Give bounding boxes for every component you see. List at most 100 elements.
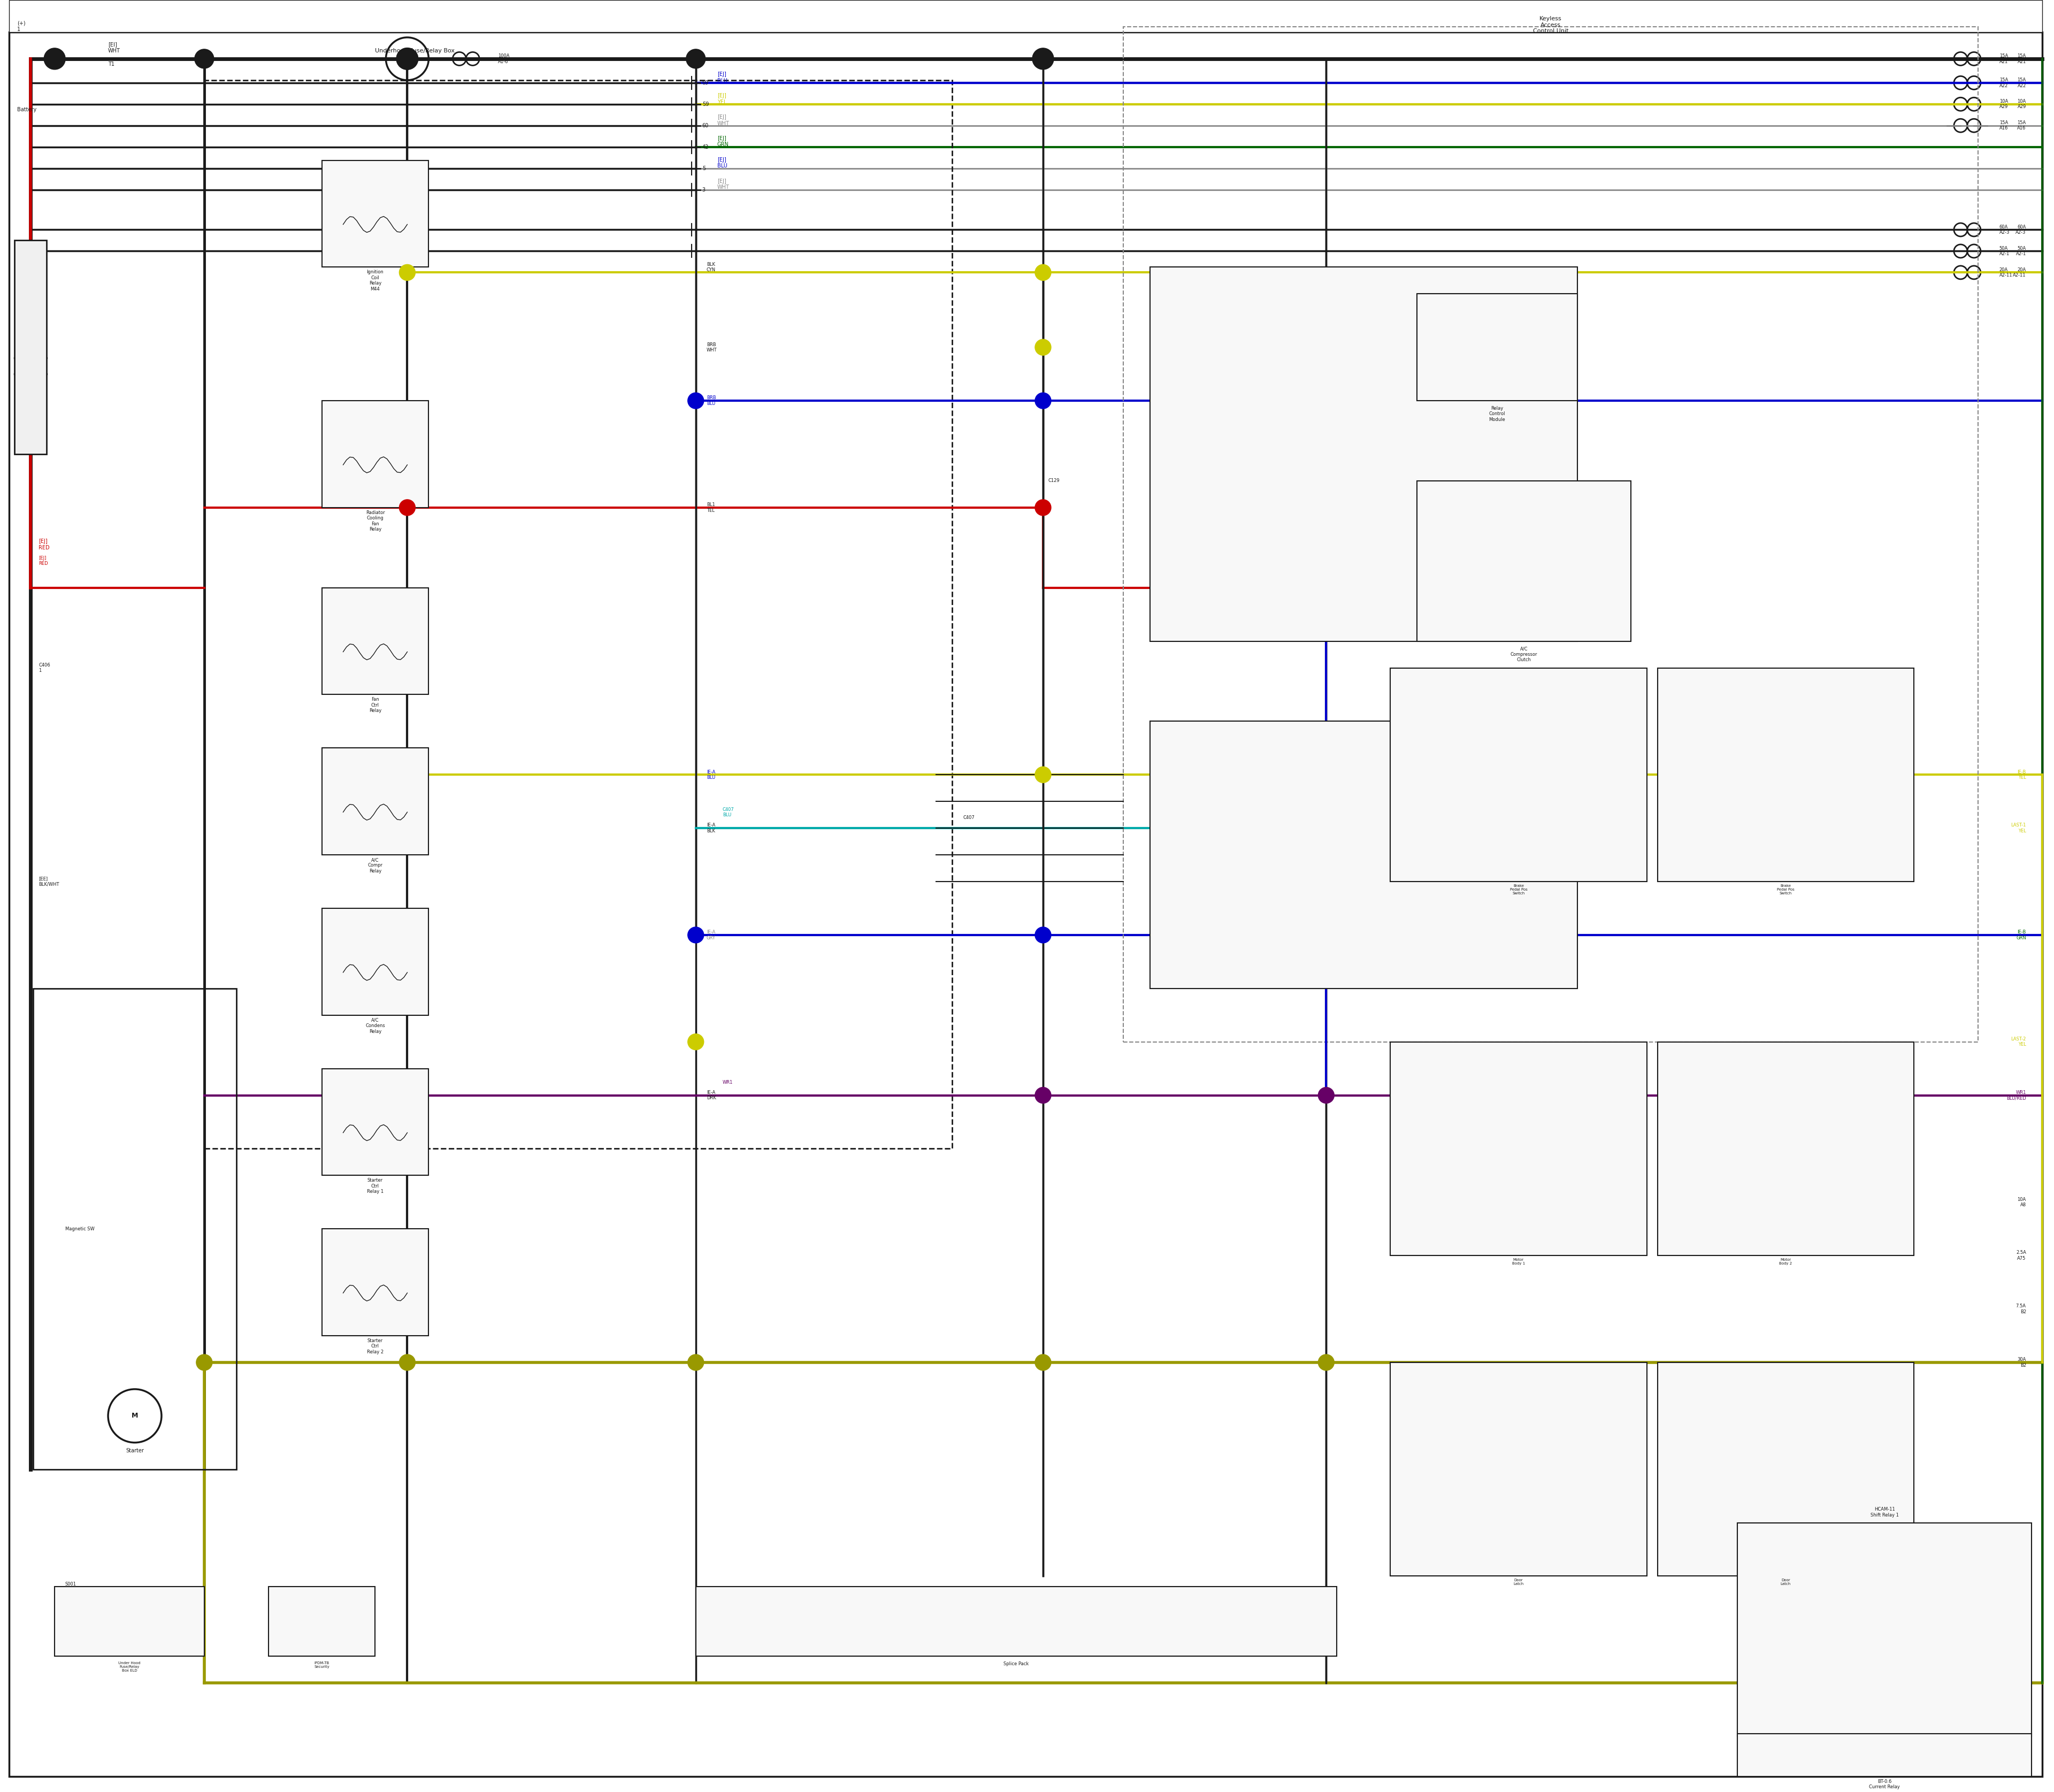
Text: Magnetic SW: Magnetic SW (66, 1226, 94, 1231)
Text: 15A
A22: 15A A22 (1999, 77, 2009, 88)
Text: M: M (131, 1412, 138, 1419)
Text: 15A
A21: 15A A21 (1999, 54, 2009, 65)
Circle shape (688, 392, 705, 409)
Text: Splice Pack: Splice Pack (1004, 1661, 1029, 1667)
Text: 5: 5 (702, 165, 705, 170)
Text: A/C
Compressor
Clutch: A/C Compressor Clutch (1510, 647, 1536, 663)
Circle shape (1033, 48, 1054, 70)
Text: IE-B
YEL: IE-B YEL (2017, 769, 2025, 780)
Bar (322, 1068, 429, 1176)
Text: C129: C129 (1048, 478, 1060, 484)
Bar (33, 989, 236, 1469)
Circle shape (1035, 265, 1052, 281)
Bar (1658, 668, 1914, 882)
Text: (+)
1: (+) 1 (16, 20, 25, 32)
Text: 59: 59 (702, 102, 709, 108)
Text: 20A
A2-11: 20A A2-11 (2013, 267, 2025, 278)
Text: IPDM-TB
Security: IPDM-TB Security (314, 1661, 329, 1668)
Circle shape (1035, 767, 1052, 783)
Circle shape (197, 1355, 212, 1371)
Text: [EJ]
RED: [EJ] RED (39, 556, 47, 566)
Bar (322, 1229, 429, 1335)
Text: [EJ]
GRN: [EJ] GRN (717, 136, 729, 147)
Text: BRB
BLU: BRB BLU (707, 396, 717, 407)
Text: S001: S001 (66, 1582, 76, 1588)
Text: 10A
A29: 10A A29 (2017, 99, 2025, 109)
Bar (696, 1588, 1337, 1656)
Bar (1658, 1041, 1914, 1256)
Bar (322, 401, 429, 507)
Text: IE-A
BLU: IE-A BLU (707, 769, 715, 780)
Text: Starter: Starter (125, 1448, 144, 1453)
Text: 69: 69 (702, 81, 709, 86)
Text: A/C
Compr
Relay: A/C Compr Relay (368, 858, 382, 873)
Circle shape (1035, 926, 1052, 943)
Text: 60A
A2-3: 60A A2-3 (1999, 224, 2009, 235)
Text: Door
Latch: Door Latch (1781, 1579, 1791, 1586)
Text: T1: T1 (109, 61, 115, 66)
Text: 15A
A16: 15A A16 (1999, 120, 2009, 131)
Circle shape (1035, 500, 1052, 516)
Text: 7.5A
B2: 7.5A B2 (2015, 1305, 2025, 1314)
Text: [EJ]
BLU: [EJ] BLU (717, 158, 727, 168)
Circle shape (1035, 1088, 1052, 1104)
Text: Relay
Control
Module: Relay Control Module (1489, 407, 1506, 421)
Text: 60A
A2-3: 60A A2-3 (2015, 224, 2025, 235)
Bar (55, 1588, 203, 1656)
Bar (1738, 1523, 2031, 1736)
Bar (269, 1588, 376, 1656)
Circle shape (195, 48, 214, 68)
Text: 30A
B2: 30A B2 (2017, 1357, 2025, 1367)
Bar (1738, 1735, 2031, 1776)
Text: 15A
A16: 15A A16 (2017, 120, 2025, 131)
Text: [EJ]
WHT: [EJ] WHT (717, 179, 729, 190)
Circle shape (398, 500, 415, 516)
Circle shape (398, 265, 415, 281)
Text: Underhood Fuse/Relay Box: Underhood Fuse/Relay Box (376, 48, 454, 54)
Circle shape (1035, 392, 1052, 409)
Text: 3: 3 (702, 186, 705, 192)
Text: BRB
WHT: BRB WHT (707, 342, 717, 353)
Text: Battery: Battery (16, 108, 37, 113)
Text: C406
1: C406 1 (39, 663, 49, 674)
Text: 15A
A22: 15A A22 (2017, 77, 2025, 88)
Text: 60: 60 (702, 124, 709, 129)
Text: 10A
A8: 10A A8 (2017, 1197, 2025, 1208)
Bar (322, 747, 429, 855)
Text: IE-A
BLK: IE-A BLK (707, 823, 715, 833)
Text: BT-0.6
Current Relay: BT-0.6 Current Relay (1869, 1779, 1900, 1790)
Circle shape (688, 926, 705, 943)
Text: Brake
Pedal Pos
Switch: Brake Pedal Pos Switch (1510, 883, 1528, 894)
Text: 42: 42 (702, 143, 709, 149)
Text: BLK
CYN: BLK CYN (707, 262, 715, 272)
Text: Door
Latch: Door Latch (1514, 1579, 1524, 1586)
Text: 50A
A2-1: 50A A2-1 (1999, 246, 2009, 256)
Text: 10A
A29: 10A A29 (1999, 99, 2009, 109)
Circle shape (1035, 339, 1052, 355)
Text: [EJ]
YEL: [EJ] YEL (717, 93, 727, 104)
Bar (1417, 294, 1577, 401)
Bar (1391, 1041, 1647, 1256)
Text: [EI]
WHT: [EI] WHT (109, 41, 121, 54)
Circle shape (398, 1355, 415, 1371)
Bar (322, 909, 429, 1014)
Text: Brake
Pedal Pos
Switch: Brake Pedal Pos Switch (1777, 883, 1795, 894)
Text: IE-A
DRK: IE-A DRK (707, 1090, 717, 1100)
Circle shape (1319, 1088, 1335, 1104)
Text: Starter
Ctrl
Relay 1: Starter Ctrl Relay 1 (368, 1177, 384, 1193)
Circle shape (43, 48, 66, 70)
Text: Starter
Ctrl
Relay 2: Starter Ctrl Relay 2 (368, 1339, 384, 1355)
Bar (322, 159, 429, 267)
Text: 2.5A
A75: 2.5A A75 (2015, 1251, 2025, 1262)
Text: [EJ]
WHT: [EJ] WHT (717, 115, 729, 125)
Text: Motor
Body 1: Motor Body 1 (1512, 1258, 1524, 1265)
Text: HCAM-11
Shift Relay 1: HCAM-11 Shift Relay 1 (1871, 1507, 1898, 1518)
Text: IE-B
GRN: IE-B GRN (2017, 930, 2025, 941)
Text: Radiator
Cooling
Fan
Relay: Radiator Cooling Fan Relay (366, 511, 384, 532)
Text: Ignition
Coil
Relay
M44: Ignition Coil Relay M44 (368, 271, 384, 292)
Text: IE-A
GRY: IE-A GRY (707, 930, 715, 941)
Bar (1391, 1362, 1647, 1577)
Text: 100A
A1-6: 100A A1-6 (497, 54, 509, 65)
Circle shape (688, 1034, 705, 1050)
Bar (1124, 27, 1978, 1041)
